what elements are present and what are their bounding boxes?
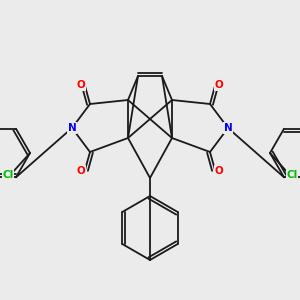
Text: O: O <box>76 80 85 90</box>
Text: Cl: Cl <box>2 170 14 180</box>
Text: O: O <box>76 166 85 176</box>
Text: N: N <box>68 123 76 133</box>
Text: O: O <box>214 166 224 176</box>
Text: Cl: Cl <box>286 170 298 180</box>
Text: N: N <box>224 123 232 133</box>
Text: O: O <box>214 80 224 90</box>
